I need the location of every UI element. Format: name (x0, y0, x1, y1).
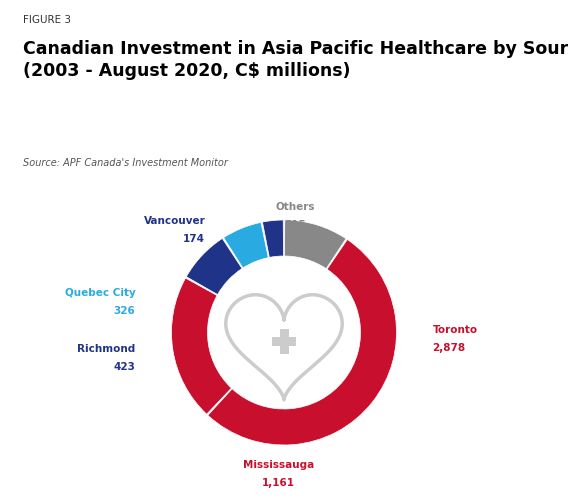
Text: Richmond: Richmond (77, 344, 136, 354)
Text: 515: 515 (285, 220, 306, 230)
Text: Others: Others (275, 202, 315, 211)
Bar (279, 329, 289, 354)
Text: 2,878: 2,878 (432, 343, 466, 353)
Text: Source: APF Canada's Investment Monitor: Source: APF Canada's Investment Monitor (23, 158, 228, 168)
Wedge shape (262, 220, 283, 258)
Text: Vancouver: Vancouver (144, 216, 205, 226)
Text: 1,161: 1,161 (262, 478, 295, 488)
Wedge shape (224, 222, 268, 268)
Wedge shape (186, 238, 242, 294)
Bar (272, 337, 296, 346)
Text: Mississauga: Mississauga (243, 460, 314, 470)
Text: Quebec City: Quebec City (65, 288, 136, 298)
Wedge shape (208, 240, 396, 445)
Text: 326: 326 (114, 306, 136, 316)
Text: 423: 423 (114, 362, 136, 372)
Wedge shape (285, 220, 346, 268)
Text: Toronto: Toronto (432, 325, 478, 335)
Text: Canadian Investment in Asia Pacific Healthcare by Source
(2003 - August 2020, C$: Canadian Investment in Asia Pacific Heal… (23, 40, 568, 80)
Text: 174: 174 (183, 234, 205, 244)
Text: FIGURE 3: FIGURE 3 (23, 15, 71, 25)
Wedge shape (172, 278, 231, 414)
